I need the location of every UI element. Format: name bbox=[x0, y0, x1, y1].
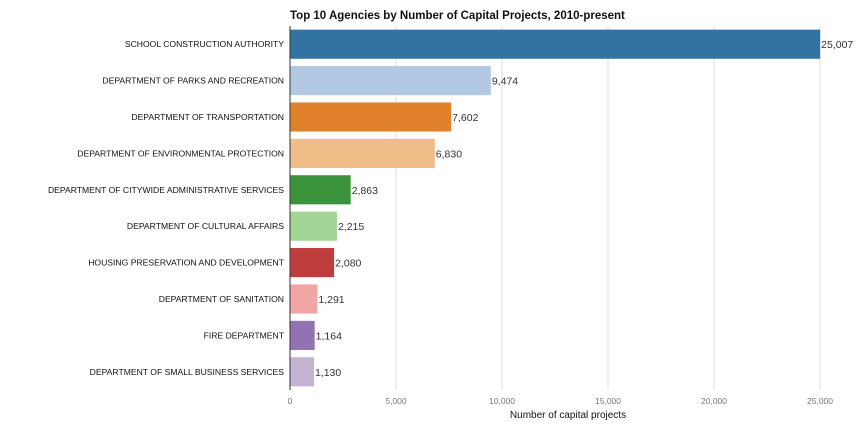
x-tick-label: 10,000 bbox=[489, 396, 515, 406]
chart-title: Top 10 Agencies by Number of Capital Pro… bbox=[290, 10, 625, 22]
value-label: 1,164 bbox=[316, 330, 342, 342]
bar bbox=[290, 284, 318, 314]
x-tick-label: 25,000 bbox=[807, 396, 833, 406]
bar bbox=[290, 138, 435, 168]
category-label: FIRE DEPARTMENT bbox=[204, 330, 285, 340]
value-label: 1,130 bbox=[315, 367, 341, 379]
grid-lines bbox=[395, 26, 821, 390]
bar bbox=[290, 320, 315, 350]
category-label: DEPARTMENT OF TRANSPORTATION bbox=[131, 112, 284, 122]
value-label: 9,474 bbox=[492, 76, 518, 88]
value-label: 2,080 bbox=[335, 258, 361, 270]
bar bbox=[290, 211, 337, 241]
x-axis-title: Number of capital projects bbox=[510, 410, 626, 421]
value-label: 2,215 bbox=[338, 221, 364, 233]
category-label: DEPARTMENT OF SMALL BUSINESS SERVICES bbox=[90, 367, 285, 377]
bar bbox=[290, 357, 314, 387]
category-label: DEPARTMENT OF CITYWIDE ADMINISTRATIVE SE… bbox=[48, 185, 284, 195]
category-label: DEPARTMENT OF CULTURAL AFFAIRS bbox=[127, 221, 284, 231]
bar bbox=[290, 66, 491, 96]
x-tick-label: 20,000 bbox=[701, 396, 727, 406]
category-label: SCHOOL CONSTRUCTION AUTHORITY bbox=[125, 39, 284, 49]
x-tick-labels: 0 5,000 10,000 15,000 20,000 25,000 bbox=[288, 396, 834, 406]
category-label: DEPARTMENT OF SANITATION bbox=[159, 294, 284, 304]
value-labels: 25,007 9,474 7,602 6,830 2,863 2,215 2,080 1,29… bbox=[315, 39, 853, 379]
category-label: HOUSING PRESERVATION AND DEVELOPMENT bbox=[88, 258, 285, 268]
bar bbox=[290, 175, 351, 205]
x-tick-label: 0 bbox=[288, 396, 293, 406]
category-labels: SCHOOL CONSTRUCTION AUTHORITY DEPARTMENT … bbox=[48, 39, 285, 377]
value-label: 6,830 bbox=[436, 148, 462, 160]
value-label: 1,291 bbox=[318, 294, 344, 306]
value-label: 2,863 bbox=[352, 185, 378, 197]
x-tick-label: 15,000 bbox=[595, 396, 621, 406]
value-label: 7,602 bbox=[452, 112, 478, 124]
bar bbox=[290, 29, 821, 59]
category-label: DEPARTMENT OF PARKS AND RECREATION bbox=[102, 76, 284, 86]
bars bbox=[290, 29, 821, 387]
category-label: DEPARTMENT OF ENVIRONMENTAL PROTECTION bbox=[77, 148, 284, 158]
x-tick-label: 5,000 bbox=[385, 396, 407, 406]
value-label: 25,007 bbox=[821, 39, 853, 51]
bar bbox=[290, 248, 335, 278]
bar bbox=[290, 102, 452, 132]
